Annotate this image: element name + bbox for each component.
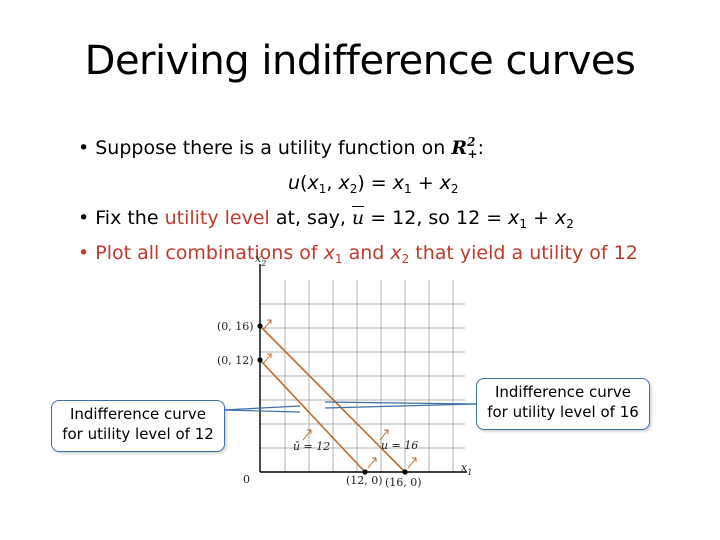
bullet-colon: : (477, 137, 484, 159)
eq-x2: x (338, 172, 350, 194)
callout-12-line1: Indifference curve (69, 405, 207, 423)
eq-plus: + (411, 172, 440, 194)
y-axis-label: x2 (255, 252, 266, 268)
indifference-graph: x2 x1 0 (0, 16) (0, 12) (12, 0) (16, 0) … (217, 252, 472, 489)
bullet-list: • Suppose there is a utility function on… (78, 128, 698, 274)
callout-curve-16: Indifference curve for utility level of … (476, 378, 650, 430)
b3-b: that yield a utility of 12 (409, 242, 638, 264)
origin-label: 0 (243, 473, 250, 486)
eq-r-x2: x (439, 172, 451, 194)
label-0-12: (0, 12) (217, 354, 254, 367)
x-axis-label: x1 (461, 461, 472, 477)
set-sub: + (467, 147, 478, 161)
slide-title: Deriving indifference curves (84, 38, 636, 84)
eq-r-sub2: 2 (450, 182, 459, 196)
callout-16-line2: for utility level of 16 (487, 403, 639, 421)
label-u16: u = 16 (381, 439, 418, 452)
b2-sub1: 1 (519, 217, 528, 231)
label-12-0: (12, 0) (346, 474, 383, 487)
utility-equation: u(x1, x2) = x1 + x2 (78, 169, 698, 204)
eq-open: ( (300, 172, 308, 194)
b2-plus: + (527, 207, 556, 229)
eq-sub2: 2 (349, 182, 358, 196)
label-16-0: (16, 0) (385, 476, 422, 489)
b3-x1: x (323, 242, 335, 264)
eq-r-x1: x (392, 172, 405, 194)
b2-x1: x (508, 207, 520, 229)
r-plus-set: R2+ (451, 128, 477, 169)
eq-u: u (288, 172, 301, 194)
callout-12-line2: for utility level of 12 (62, 425, 214, 443)
b2-red: utility level (164, 207, 270, 229)
eq-rest: ) = (357, 172, 393, 194)
label-0-16: (0, 16) (217, 320, 254, 333)
b2-prefix: • Fix the (78, 207, 165, 229)
eq-x1: x (307, 172, 319, 194)
pointer-16b (324, 401, 477, 405)
b3-x2: x (390, 242, 402, 264)
bullet-plot-combinations: • Plot all combinations of x1 and x2 tha… (78, 239, 698, 274)
eq-r-sub1: 1 (404, 182, 412, 196)
pointer-16 (324, 403, 477, 409)
indifference-curve-12 (259, 359, 366, 473)
eq-comma: , (326, 172, 339, 194)
callout-curve-12: Indifference curve for utility level of … (51, 400, 225, 452)
b3-and: and (342, 242, 391, 264)
pointer-12b (222, 405, 301, 411)
point-12-0 (362, 469, 368, 475)
set-sup: 2 (467, 135, 476, 149)
bullet-fix-utility: • Fix the utility level at, say, u = 12,… (78, 204, 698, 239)
b2-eq: = 12, so 12 = (364, 207, 509, 229)
b2-x2: x (555, 207, 567, 229)
arrow-markers (262, 319, 417, 469)
b3-sub1: 1 (334, 252, 343, 266)
u-bar-symbol: u (351, 207, 365, 229)
b3-a: • Plot all combinations of (78, 242, 324, 264)
set-symbol: R (451, 137, 468, 159)
bullet-utility-function: • Suppose there is a utility function on… (78, 128, 698, 169)
b2-sub2: 2 (566, 217, 574, 231)
b3-sub2: 2 (401, 252, 410, 266)
bullet-text: • Suppose there is a utility function on (78, 137, 452, 159)
point-0-16 (257, 323, 263, 329)
eq-sub1: 1 (318, 182, 327, 196)
indifference-curve-16 (259, 325, 406, 473)
point-16-0 (402, 469, 408, 475)
label-u12: ū = 12 (293, 440, 330, 453)
callout-16-line1: Indifference curve (494, 383, 632, 401)
point-0-12 (257, 357, 263, 363)
pointer-12 (222, 409, 301, 413)
b2-mid: at, say, (269, 207, 352, 229)
